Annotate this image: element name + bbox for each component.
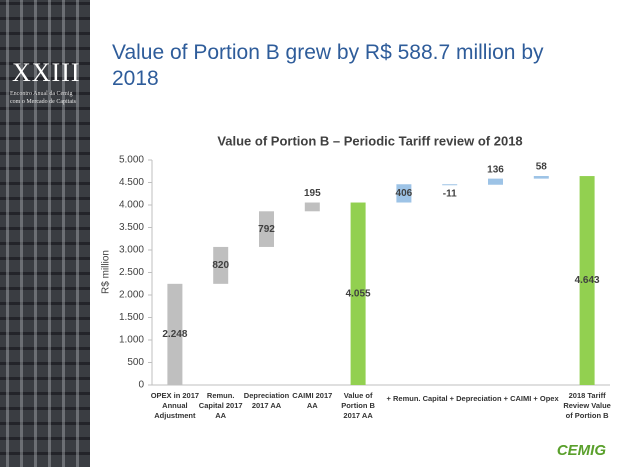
y-tick-label: 3.500 [119,222,144,233]
y-tick-label: 2.500 [119,267,144,278]
value-label: 4.055 [346,288,371,299]
edition: XXIII [12,58,81,87]
sidebar: XXIII Encontro Anual da Cemig com o Merca… [0,0,90,467]
bar [350,202,366,385]
value-label: 58 [536,162,548,173]
bar [304,202,320,212]
event-line: Encontro Anual da Cemig [10,91,73,97]
bar [442,184,458,186]
y-tick-label: 4.500 [119,177,144,188]
x-tick-label: CAIMI 2017 AA [292,391,333,410]
value-label: 820 [212,260,229,271]
event-line: com o Mercado de Capitais [10,99,76,105]
bar [213,246,229,284]
y-tick-label: 4.000 [119,200,144,211]
bar [396,184,412,203]
value-label: 4.643 [575,275,600,286]
bar [533,176,549,179]
x-tick-label: 2018 Tariff Review Value of Portion B [563,391,611,420]
logo: CEMIG [556,442,606,459]
headline: Value of Portion B grew by R$ 588.7 mill… [112,41,544,90]
value-label: -11 [443,188,457,199]
y-tick-label: 500 [127,357,144,368]
event: Encontro Anual da Cemig com o Mercado de … [10,90,76,106]
x-tick-label: OPEX in 2017 Annual Adjustment [150,391,200,420]
value-label: 2.248 [162,329,187,340]
y-tick-label: 3.000 [119,245,144,256]
value-label: 406 [396,188,413,199]
bar [579,176,595,385]
value-label: 195 [304,188,321,199]
value-label: 792 [258,224,275,235]
bar [259,211,274,247]
span-label: + Remun. Capital + Depreciation + CAIMI … [387,394,560,403]
value-label: 136 [487,164,504,175]
bar [488,178,503,185]
x-tick-label: Depreciation 2017 AA [243,391,290,410]
y-tick-label: 0 [138,380,144,391]
x-tick-label: Remun. Capital 2017 AA [198,391,243,420]
y-axis-label: R$ million [101,250,112,294]
x-tick-label: Value of Portion B 2017 AA [341,391,375,420]
y-tick-label: 5.000 [119,155,144,166]
y-tick-label: 1.500 [119,312,144,323]
y-tick-label: 2.000 [119,290,144,301]
y-tick-label: 1.000 [119,335,144,346]
chart-title: Value of Portion B – Periodic Tariff rev… [217,133,522,148]
bar [167,283,183,385]
